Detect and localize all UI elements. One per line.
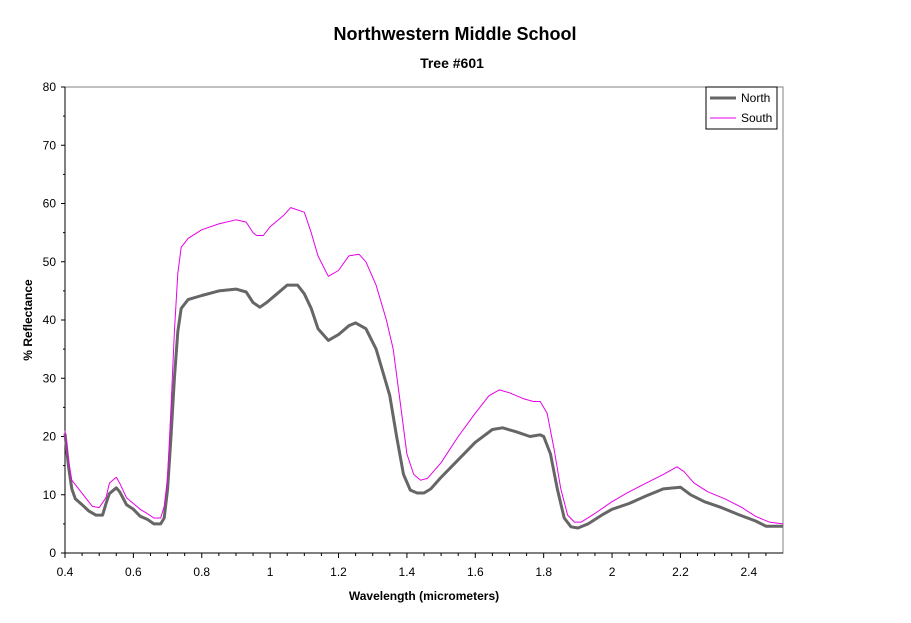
x-tick-label: 1 [267,565,274,579]
y-tick-label: 10 [43,488,57,502]
x-tick-label: 1.8 [535,565,552,579]
series-line-south [64,207,784,525]
y-tick-label: 20 [43,430,57,444]
y-tick-label: 70 [43,138,57,152]
x-tick-label: 0.8 [193,565,210,579]
y-tick-label: 30 [43,371,57,385]
x-axis-label: Wavelength (micrometers) [349,589,499,603]
x-tick-label: 1.2 [330,565,347,579]
x-tick-label: 0.4 [57,565,74,579]
x-tick-label: 2.4 [740,565,757,579]
x-tick-label: 1.4 [399,565,416,579]
legend-label-north: North [741,91,770,105]
series-line-north [63,283,783,530]
x-tick-label: 1.6 [467,565,484,579]
chart-title: Northwestern Middle School [333,24,576,44]
y-axis-label: % Reflectance [21,279,35,361]
x-tick-label: 2 [609,565,616,579]
plot-area-border [64,86,784,554]
x-tick-label: 2.2 [672,565,689,579]
y-tick-label: 50 [43,255,57,269]
series-layer [63,207,784,530]
y-tick-label: 60 [43,197,57,211]
legend-box [705,86,778,130]
legend-label-south: South [741,111,772,125]
axis-ticks: 0 10 20 30 40 50 60 70 80 0.4 0.6 0.8 1 1.2 1.4 1.6 1.8 2… [43,80,767,579]
x-tick-label: 0.6 [125,565,142,579]
y-tick-label: 40 [43,313,57,327]
legend: North South [705,86,778,130]
y-tick-label: 0 [49,546,56,560]
y-tick-label: 80 [43,80,57,94]
chart-subtitle: Tree #601 [420,55,484,71]
